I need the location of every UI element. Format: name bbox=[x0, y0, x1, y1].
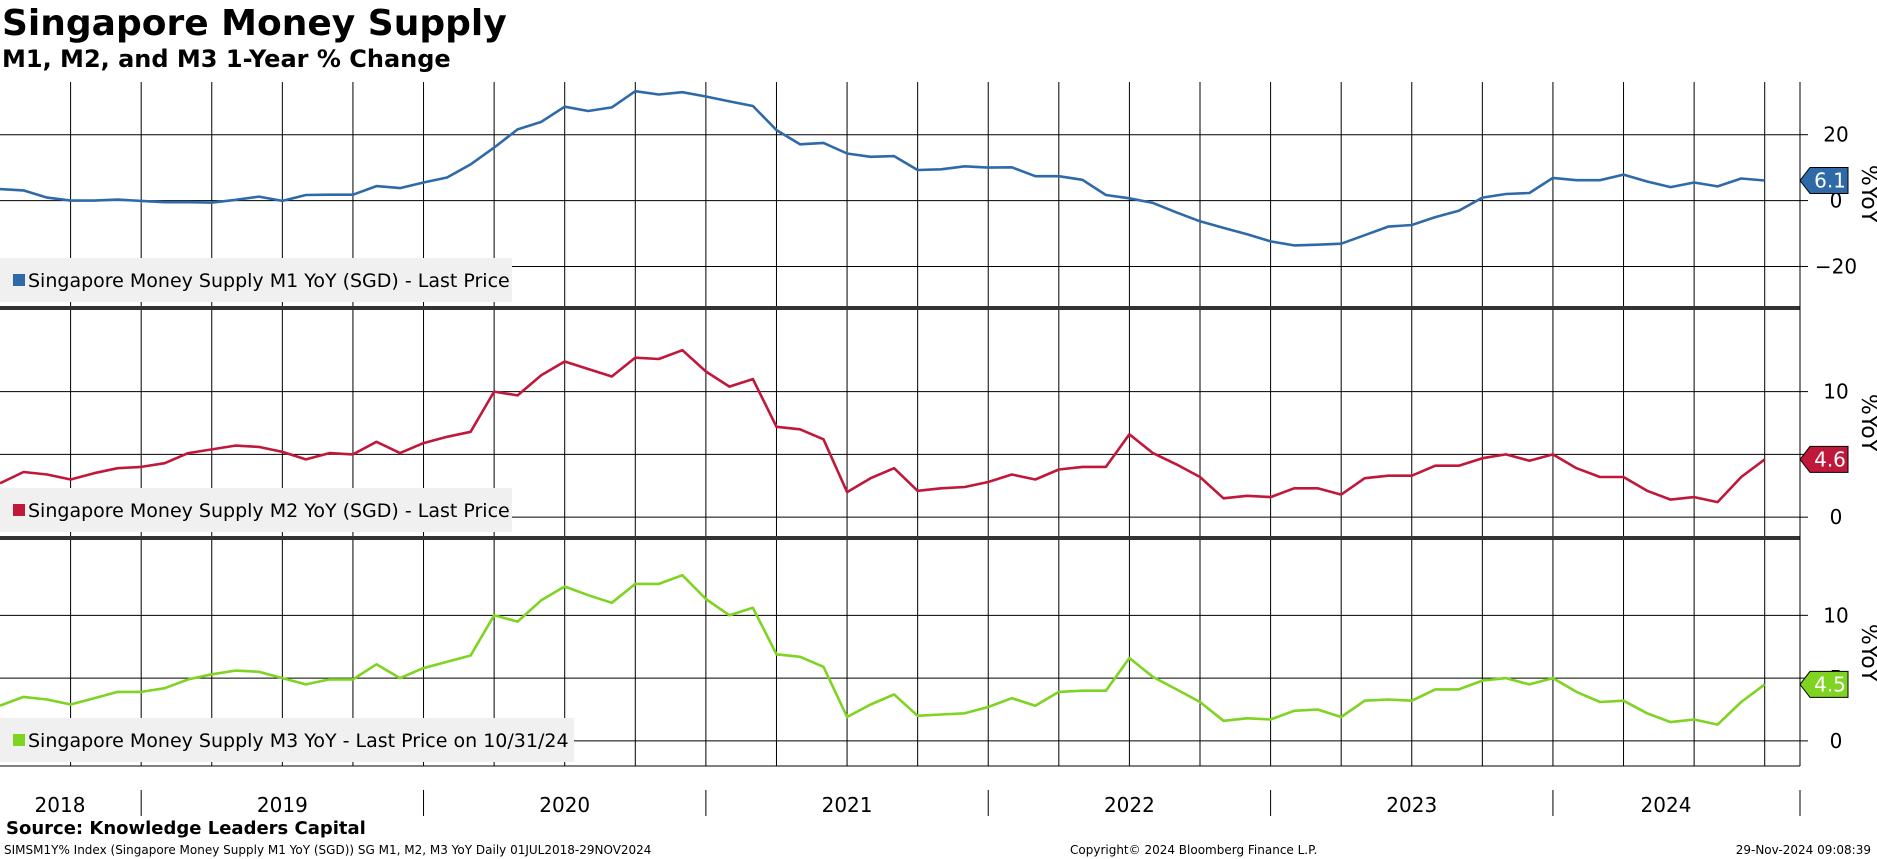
y-tick-label: 0 bbox=[1830, 189, 1843, 213]
footer-copyright: Copyright© 2024 Bloomberg Finance L.P. bbox=[1070, 843, 1318, 857]
legend-label: Singapore Money Supply M1 YoY (SGD) - La… bbox=[28, 270, 510, 292]
y-tick-label: 0 bbox=[1830, 505, 1843, 529]
legend-box bbox=[0, 488, 512, 532]
last-value-label: 6.1 bbox=[1814, 168, 1846, 192]
x-year-label: 2022 bbox=[1104, 793, 1155, 817]
legend-swatch bbox=[13, 504, 25, 516]
legend-label: Singapore Money Supply M2 YoY (SGD) - La… bbox=[28, 500, 510, 522]
y-tick-label: 10 bbox=[1823, 603, 1848, 627]
legend-swatch bbox=[13, 274, 25, 286]
unit-label: %YoY bbox=[1856, 165, 1877, 224]
series-line bbox=[0, 89, 1765, 247]
x-year-label: 2023 bbox=[1386, 793, 1437, 817]
x-year-label: 2024 bbox=[1641, 793, 1692, 817]
y-tick-label: 20 bbox=[1823, 123, 1848, 147]
chart-subtitle: M1, M2, and M3 1-Year % Change bbox=[2, 45, 451, 73]
last-value-badge bbox=[1799, 445, 1849, 473]
y-tick-label: 10 bbox=[1823, 380, 1848, 404]
x-year-label: 2018 bbox=[35, 793, 86, 817]
legend-swatch bbox=[13, 734, 25, 746]
legend-label: Singapore Money Supply M3 YoY - Last Pri… bbox=[28, 730, 569, 752]
unit-label: %YoY bbox=[1856, 624, 1877, 683]
footer-ticker-info: SIMSM1Y% Index (Singapore Money Supply M… bbox=[4, 843, 652, 857]
y-tick-label: −20 bbox=[1815, 254, 1857, 278]
series-line bbox=[0, 348, 1766, 504]
chart-title: Singapore Money Supply bbox=[2, 3, 507, 44]
legend-box bbox=[0, 718, 574, 762]
last-value-label: 4.6 bbox=[1814, 447, 1846, 471]
series-line bbox=[0, 573, 1766, 726]
legend-box bbox=[0, 258, 512, 302]
unit-label: %YoY bbox=[1856, 394, 1877, 453]
footer-timestamp: 29-Nov-2024 09:08:39 bbox=[1735, 843, 1871, 857]
x-year-label: 2019 bbox=[257, 793, 308, 817]
source-note: Source: Knowledge Leaders Capital bbox=[6, 818, 366, 839]
x-year-label: 2020 bbox=[539, 793, 590, 817]
x-year-label: 2021 bbox=[822, 793, 873, 817]
last-value-badge bbox=[1799, 670, 1849, 698]
y-tick-label: 0 bbox=[1830, 729, 1843, 753]
last-value-label: 4.5 bbox=[1814, 672, 1846, 696]
last-value-badge bbox=[1799, 166, 1849, 194]
